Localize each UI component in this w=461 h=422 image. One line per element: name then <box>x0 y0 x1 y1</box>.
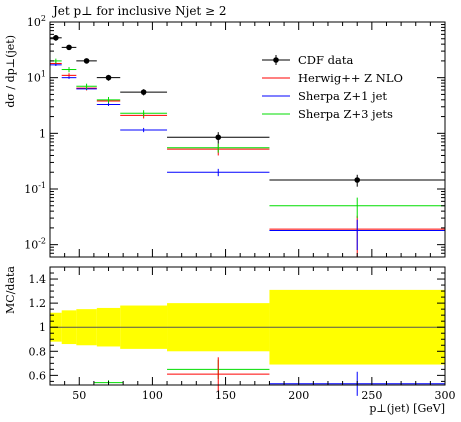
legend-swatch-marker <box>273 57 279 63</box>
axis-ticks: 50 100 150 200 250 300 102 101 1 10-1 10-2 0.6 0.8 1 1… <box>24 14 455 402</box>
data-point <box>66 44 72 51</box>
x-tick-label: 100 <box>142 389 163 402</box>
data-point <box>53 35 59 41</box>
upper-plot-frame <box>49 21 446 258</box>
chart-title: Jet p⊥ for inclusive Njet ≥ 2 <box>51 4 227 18</box>
data-point <box>105 74 112 81</box>
y-axis-label: dσ / dp⊥(jet) <box>4 35 17 108</box>
y-tick-label: 1 <box>39 127 46 140</box>
plot-frames <box>49 21 446 386</box>
upper-plot-background <box>50 22 445 257</box>
ratio-tick-label: 0.8 <box>29 345 47 358</box>
legend: CDF data Herwig++ Z NLO Sherpa Z+1 jet Sher… <box>262 53 403 121</box>
legend-label: Sherpa Z+1 jet <box>298 89 387 103</box>
x-tick-label: 250 <box>361 389 382 402</box>
legend-label: Sherpa Z+3 jets <box>298 107 393 121</box>
x-axis-label: p⊥(jet) [GeV] <box>369 402 445 415</box>
ratio-plot-frame <box>49 266 446 386</box>
data-point <box>215 134 222 141</box>
legend-label: Herwig++ Z NLO <box>298 71 403 85</box>
x-tick-label: 300 <box>435 389 456 402</box>
ratio-tick-label: 1.4 <box>29 273 47 286</box>
ratio-tick-label: 1 <box>39 321 46 334</box>
data-point <box>140 89 147 95</box>
y-tick-label: 10-1 <box>24 181 46 196</box>
ratio-plot-area <box>50 267 445 385</box>
upper-plot-area <box>50 22 445 257</box>
x-tick-label: 50 <box>72 389 86 402</box>
ratio-tick-label: 1.2 <box>29 297 47 310</box>
data-point <box>83 58 90 64</box>
y-tick-label: 10-2 <box>24 237 46 252</box>
ratio-axis-label: MC/data <box>4 266 17 314</box>
y-tick-label: 101 <box>27 70 46 85</box>
x-tick-label: 150 <box>215 389 236 402</box>
ratio-tick-label: 0.6 <box>29 369 47 382</box>
legend-label: CDF data <box>298 53 353 67</box>
data-point <box>354 177 361 183</box>
y-tick-label: 102 <box>27 14 46 29</box>
x-tick-label: 200 <box>288 389 309 402</box>
